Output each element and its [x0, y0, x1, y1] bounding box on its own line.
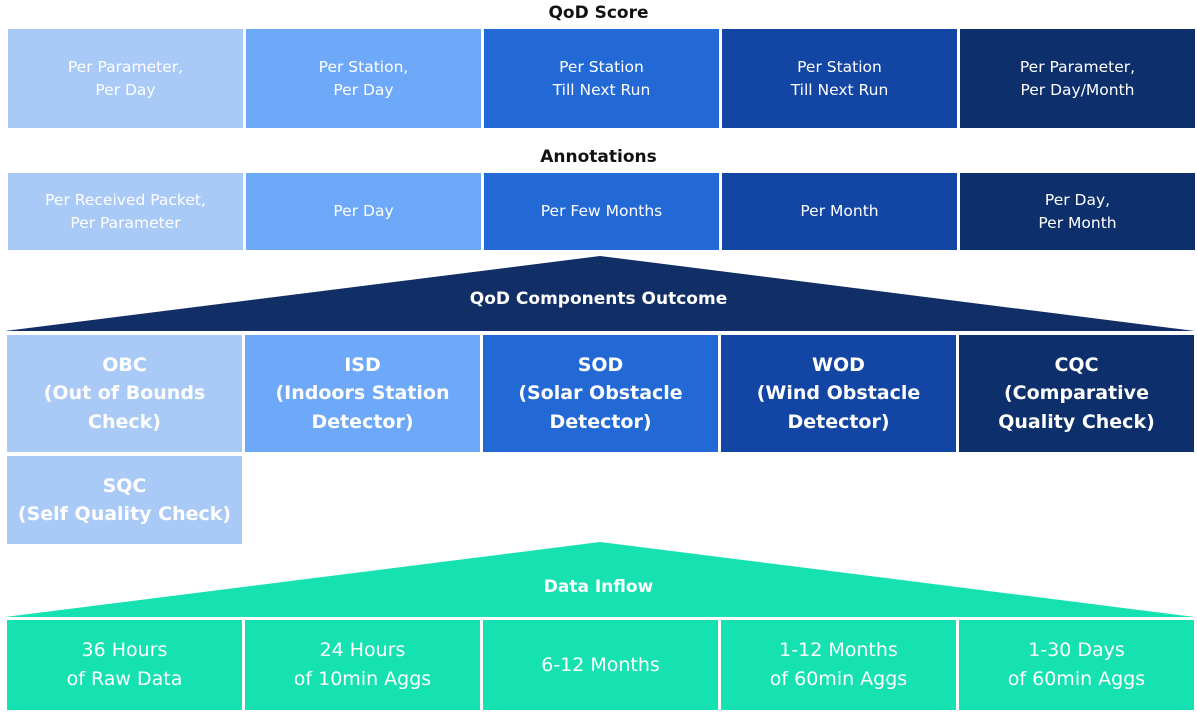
component-sod: SOD (Solar Obstacle Detector) [483, 335, 718, 452]
data-inflow-cell: 36 Hours of Raw Data [7, 620, 242, 710]
component-cqc: CQC (Comparative Quality Check) [959, 335, 1194, 452]
component-isd: ISD (Indoors Station Detector) [245, 335, 480, 452]
annotations-cell: Per Month [722, 173, 957, 250]
qod-score-cell: Per Station Till Next Run [484, 29, 719, 128]
annotations-cell: Per Day, Per Month [960, 173, 1195, 250]
data-inflow-cell: 1-12 Months of 60min Aggs [721, 620, 956, 710]
qod-score-title: QoD Score [548, 3, 649, 23]
annotations-cell: Per Received Packet, Per Parameter [8, 173, 243, 250]
qod-score-cell: Per Station Till Next Run [722, 29, 957, 128]
data-inflow-cell: 1-30 Days of 60min Aggs [959, 620, 1194, 710]
data-inflow-cell: 24 Hours of 10min Aggs [245, 620, 480, 710]
qod-score-cell: Per Parameter, Per Day [8, 29, 243, 128]
component-wod: WOD (Wind Obstacle Detector) [721, 335, 956, 452]
data-inflow-triangle [5, 542, 1195, 617]
qod-score-cell: Per Station, Per Day [246, 29, 481, 128]
qod-score-cell: Per Parameter, Per Day/Month [960, 29, 1195, 128]
annotations-cell: Per Few Months [484, 173, 719, 250]
annotations-cell: Per Day [246, 173, 481, 250]
components-title: QoD Components Outcome [469, 289, 728, 309]
component-obc: OBC (Out of Bounds Check) [7, 335, 242, 452]
components-triangle [5, 256, 1195, 331]
component-sqc: SQC (Self Quality Check) [7, 456, 242, 544]
annotations-title: Annotations [540, 147, 657, 167]
data-inflow-title: Data Inflow [543, 577, 654, 597]
data-inflow-cell: 6-12 Months [483, 620, 718, 710]
